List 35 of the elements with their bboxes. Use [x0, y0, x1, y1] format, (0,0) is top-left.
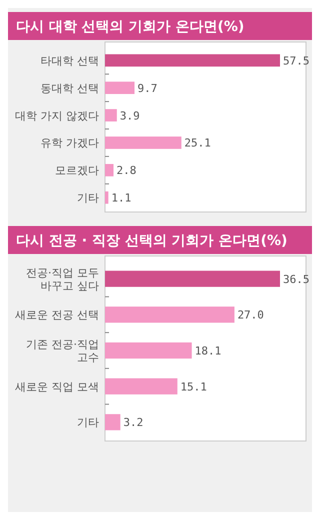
- data-label: 1.1: [111, 192, 132, 205]
- bar: [105, 136, 182, 149]
- bar: [105, 342, 192, 359]
- data-label: 36.5: [283, 272, 310, 286]
- bar: [105, 164, 114, 176]
- y-tick-label: 타대학 선택: [40, 54, 99, 68]
- data-label: 57.5: [283, 54, 310, 68]
- y-tick-label: 모르겠다: [55, 164, 99, 178]
- y-tick-label: 전공·직업 모두 바꾸고 싶다: [26, 266, 99, 292]
- y-tick-label: 새로운 직업 모색: [15, 380, 99, 394]
- data-label: 2.8: [116, 164, 136, 178]
- bar: [105, 378, 178, 394]
- data-label: 9.7: [138, 82, 158, 95]
- bar: [105, 82, 135, 94]
- data-label: 27.0: [237, 308, 264, 322]
- data-label: 3.9: [120, 109, 140, 122]
- chart-title: 다시 전공 · 직장 선택의 기회가 온다면(%): [16, 233, 288, 249]
- data-label: 15.1: [180, 380, 207, 394]
- bar: [105, 270, 280, 287]
- bar: [105, 191, 108, 204]
- bar: [105, 306, 234, 323]
- y-tick-label: 기타: [77, 192, 99, 205]
- bar: [105, 109, 117, 122]
- y-tick-label: 대학 가지 않겠다: [15, 109, 99, 122]
- y-tick-label: 기타: [77, 416, 99, 430]
- y-tick-label: 동대학 선택: [40, 82, 99, 95]
- bar: [105, 54, 280, 67]
- y-tick-label: 기존 전공·직업 고수: [26, 338, 99, 364]
- y-tick-label: 유학 가겠다: [40, 136, 99, 150]
- data-label: 18.1: [194, 344, 222, 358]
- y-tick-label: 새로운 전공 선택: [15, 308, 99, 322]
- chart-title: 다시 대학 선택의 기회가 온다면(%): [16, 19, 244, 35]
- data-label: 25.1: [184, 136, 211, 150]
- bar: [105, 414, 120, 430]
- data-label: 3.2: [123, 416, 144, 430]
